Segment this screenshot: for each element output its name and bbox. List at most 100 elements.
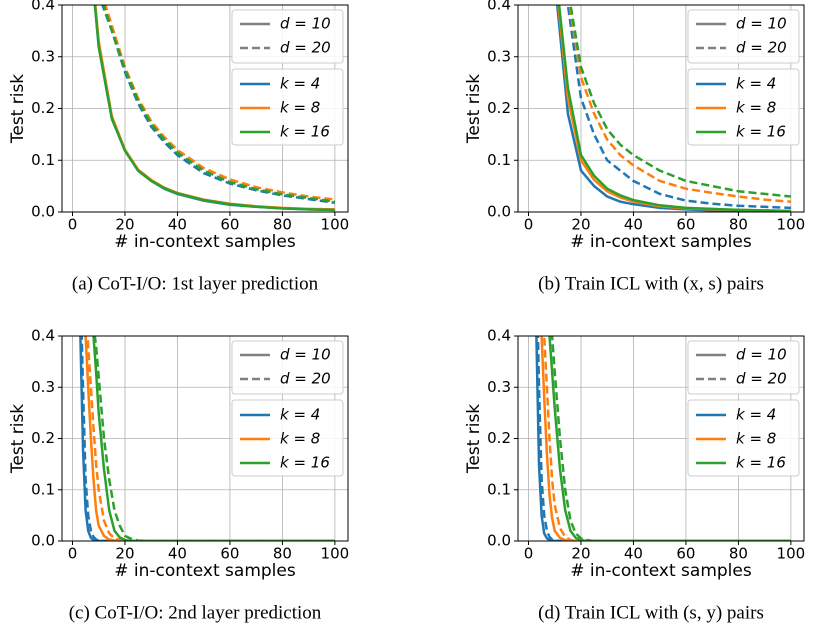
legend-label: k = 8 bbox=[736, 99, 776, 117]
y-tick-label: 0.4 bbox=[31, 327, 55, 345]
legend-label: k = 8 bbox=[736, 430, 776, 448]
x-tick-label: 60 bbox=[220, 216, 239, 234]
legend-label: k = 16 bbox=[736, 454, 786, 472]
lines bbox=[93, 5, 336, 212]
subplot: 0 20 40 60 80 100 0.0 0.1 0.2 0.3 0.4 # in-context … bbox=[464, 0, 805, 294]
subplot: 0 20 40 60 80 100 0.0 0.1 0.2 0.3 0.4 # in-context … bbox=[8, 327, 350, 623]
x-tick-label: 0 bbox=[68, 216, 78, 234]
series-line bbox=[79, 336, 335, 541]
series-line bbox=[569, 5, 792, 198]
series-line bbox=[535, 336, 791, 541]
y-axis-label: Test risk bbox=[8, 74, 28, 144]
x-tick-label: 0 bbox=[68, 545, 78, 563]
lines bbox=[79, 336, 335, 541]
lines bbox=[555, 5, 792, 212]
y-tick-label: 0.3 bbox=[487, 47, 511, 65]
y-axis-label: Test risk bbox=[464, 404, 484, 474]
y-tick-label: 0.1 bbox=[31, 480, 55, 498]
x-axis-label: # in-context samples bbox=[570, 232, 752, 252]
x-tick-label: 100 bbox=[321, 216, 350, 234]
y-tick-label: 0.0 bbox=[31, 532, 55, 550]
x-axis-label: # in-context samples bbox=[114, 561, 296, 581]
legend-label: k = 16 bbox=[280, 123, 330, 141]
x-tick-label: 40 bbox=[168, 216, 187, 234]
legend-box bbox=[687, 399, 800, 477]
x-axis-label: # in-context samples bbox=[570, 561, 752, 581]
legend-label: k = 8 bbox=[280, 430, 320, 448]
x-tick-label: 80 bbox=[729, 216, 748, 234]
y-tick-label: 0.0 bbox=[487, 203, 511, 221]
subplot: 0 20 40 60 80 100 0.0 0.1 0.2 0.3 0.4 # in-context … bbox=[8, 0, 349, 294]
y-tick-label: 0.4 bbox=[487, 327, 511, 345]
x-tick-label: 20 bbox=[115, 216, 134, 234]
legend-label: k = 4 bbox=[736, 406, 776, 424]
series-line bbox=[84, 336, 335, 541]
legend-label: k = 4 bbox=[280, 406, 320, 424]
x-tick-label: 20 bbox=[571, 216, 590, 234]
x-tick-label: 0 bbox=[524, 545, 534, 563]
series-line bbox=[557, 5, 791, 212]
series-line bbox=[80, 336, 335, 541]
x-tick-label: 60 bbox=[676, 216, 695, 234]
legend-label: d = 10 bbox=[280, 346, 331, 364]
x-tick-label: 40 bbox=[168, 545, 187, 563]
y-tick-label: 0.3 bbox=[31, 378, 55, 396]
series-line bbox=[103, 5, 336, 201]
x-tick-label: 60 bbox=[220, 545, 239, 563]
series-line bbox=[566, 5, 791, 210]
x-tick-label: 20 bbox=[115, 545, 134, 563]
y-tick-label: 0.0 bbox=[31, 203, 55, 221]
caption: (a) CoT-I/O: 1st layer prediction bbox=[72, 273, 319, 294]
series-line bbox=[102, 5, 336, 203]
y-tick-label: 0.1 bbox=[487, 151, 511, 169]
legend-label: d = 10 bbox=[280, 15, 331, 33]
series-line bbox=[550, 336, 791, 541]
x-tick-label: 40 bbox=[624, 545, 643, 563]
legend-label: d = 20 bbox=[280, 370, 331, 388]
x-tick-label: 20 bbox=[571, 545, 590, 563]
legend-label: k = 8 bbox=[280, 99, 320, 117]
y-tick-label: 0.1 bbox=[31, 151, 55, 169]
subplot: 0 20 40 60 80 100 0.0 0.1 0.2 0.3 0.4 # in-context … bbox=[464, 327, 806, 623]
y-tick-label: 0.4 bbox=[31, 0, 55, 14]
x-tick-label: 40 bbox=[624, 216, 643, 234]
x-tick-label: 60 bbox=[676, 545, 695, 563]
legend-label: k = 16 bbox=[280, 454, 330, 472]
legend-box bbox=[231, 399, 344, 477]
legend-label: k = 4 bbox=[736, 75, 776, 93]
legend-label: d = 10 bbox=[736, 346, 787, 364]
plot-frame bbox=[61, 335, 349, 542]
legend-label: k = 4 bbox=[280, 75, 320, 93]
series-line bbox=[93, 5, 335, 212]
x-tick-label: 80 bbox=[273, 545, 292, 563]
legend-box bbox=[687, 68, 800, 146]
x-tick-label: 100 bbox=[321, 545, 350, 563]
series-line bbox=[93, 336, 335, 541]
y-tick-label: 0.3 bbox=[31, 47, 55, 65]
y-tick-label: 0.2 bbox=[487, 429, 511, 447]
x-tick-label: 0 bbox=[524, 216, 534, 234]
x-axis-label: # in-context samples bbox=[114, 232, 296, 252]
y-axis-label: Test risk bbox=[8, 404, 28, 474]
x-tick-label: 80 bbox=[273, 216, 292, 234]
y-tick-label: 0.4 bbox=[487, 0, 511, 14]
legend-label: d = 10 bbox=[736, 15, 787, 33]
series-line bbox=[540, 336, 791, 541]
legend-box bbox=[231, 68, 344, 146]
x-tick-label: 100 bbox=[777, 545, 806, 563]
y-tick-label: 0.2 bbox=[31, 99, 55, 117]
caption: (b) Train ICL with (x, s) pairs bbox=[538, 273, 764, 294]
x-tick-label: 80 bbox=[729, 545, 748, 563]
legend-label: d = 20 bbox=[736, 370, 787, 388]
y-tick-label: 0.3 bbox=[487, 378, 511, 396]
series-line bbox=[92, 336, 335, 541]
legend-label: k = 16 bbox=[736, 123, 786, 141]
legend-label: d = 20 bbox=[736, 39, 787, 57]
y-tick-label: 0.2 bbox=[31, 429, 55, 447]
series-line bbox=[548, 336, 791, 541]
legend-label: d = 20 bbox=[280, 39, 331, 57]
y-axis-label: Test risk bbox=[464, 74, 484, 144]
y-tick-label: 0.0 bbox=[487, 532, 511, 550]
caption: (d) Train ICL with (s, y) pairs bbox=[538, 602, 764, 623]
